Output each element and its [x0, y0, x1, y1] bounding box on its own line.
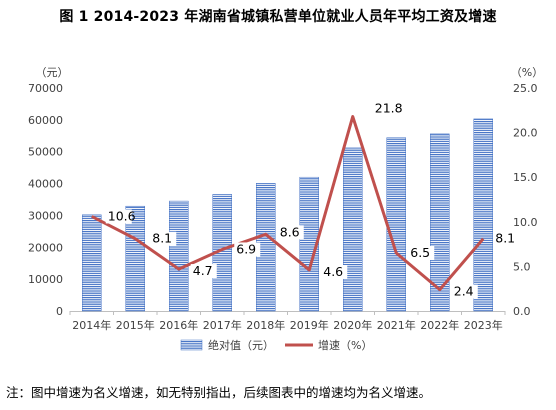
x-tick-label: 2019年 — [290, 318, 329, 332]
data-label: 8.1 — [152, 231, 172, 246]
x-tick-label: 2017年 — [203, 318, 242, 332]
x-tick-label: 2021年 — [377, 318, 416, 332]
left-tick-label: 70000 — [28, 82, 63, 95]
bar — [430, 133, 450, 312]
data-label: 4.6 — [323, 264, 343, 279]
chart: （元） （%） 0 10000 20000 30000 40000 50000 60000 700… — [28, 66, 543, 352]
right-tick-label: 20.0 — [513, 127, 538, 140]
line-series — [91, 115, 485, 292]
bar — [125, 205, 145, 312]
data-label-bg — [150, 231, 177, 246]
x-tick-label: 2023年 — [464, 318, 503, 332]
right-axis-unit: （%） — [511, 66, 543, 79]
bar — [299, 176, 319, 312]
data-label: 21.8 — [375, 101, 403, 116]
right-tick-label: 25.0 — [513, 82, 538, 95]
data-label: 10.6 — [108, 208, 136, 223]
x-tick-label: 2016年 — [159, 318, 198, 332]
left-tick-label: 60000 — [28, 114, 63, 127]
bar — [386, 137, 406, 312]
bar-series — [82, 118, 493, 312]
left-tick-label: 50000 — [28, 146, 63, 159]
data-label: 8.1 — [495, 231, 515, 246]
data-label: 8.6 — [280, 224, 300, 239]
bar — [169, 200, 189, 312]
data-label-bg — [408, 246, 435, 261]
data-label-bg — [372, 101, 399, 116]
left-tick-label: 0 — [56, 305, 63, 318]
data-label: 4.7 — [193, 263, 213, 278]
bar — [82, 214, 102, 312]
data-label-bg — [321, 264, 348, 279]
legend: 绝对值（元） 增速（%） — [180, 338, 372, 352]
legend-label-bars: 绝对值（元） — [208, 338, 274, 352]
bar — [473, 118, 493, 312]
data-label-bg — [493, 231, 520, 246]
data-label-bg — [277, 225, 304, 240]
data-label: 2.4 — [454, 284, 474, 299]
left-tick-label: 30000 — [28, 209, 63, 222]
x-tick-label: 2018年 — [246, 318, 285, 332]
footnote: 注：图中增速为名义增速，如无特别指出，后续图表中的增速均为名义增速。 — [6, 385, 432, 400]
data-label-bg — [190, 264, 217, 279]
right-tick-label: 5.0 — [513, 260, 531, 273]
legend-label-line: 增速（%） — [318, 338, 372, 352]
left-tick-label: 10000 — [28, 273, 63, 286]
right-tick-label: 0.0 — [513, 305, 531, 318]
data-labels: 10.6 8.1 4.7 6.9 8.6 4.6 21.8 6.5 2.4 8.1 — [105, 101, 520, 299]
growth-line — [91, 115, 485, 292]
left-tick-label: 40000 — [28, 178, 63, 191]
right-tick-label: 10.0 — [513, 216, 538, 229]
legend-swatch-bars — [180, 339, 203, 351]
left-axis-unit: （元） — [36, 66, 69, 79]
left-tick-label: 20000 — [28, 241, 63, 254]
bar — [343, 147, 363, 312]
x-tick-label: 2014年 — [72, 318, 111, 332]
chart-title: 图 1 2014-2023 年湖南省城镇私营单位就业人员年平均工资及增速 — [59, 9, 497, 25]
data-label-bg — [451, 284, 478, 299]
x-tick-label: 2015年 — [116, 318, 155, 332]
data-label-bg — [234, 242, 261, 257]
data-label: 6.9 — [236, 241, 256, 256]
right-tick-label: 15.0 — [513, 171, 538, 184]
x-tick-label: 2020年 — [333, 318, 372, 332]
data-label-bg — [105, 209, 132, 224]
x-tick-label: 2022年 — [420, 318, 459, 332]
chart-axes: （元） （%） 0 10000 20000 30000 40000 50000 60000 700… — [28, 66, 543, 332]
data-label: 6.5 — [410, 245, 430, 260]
